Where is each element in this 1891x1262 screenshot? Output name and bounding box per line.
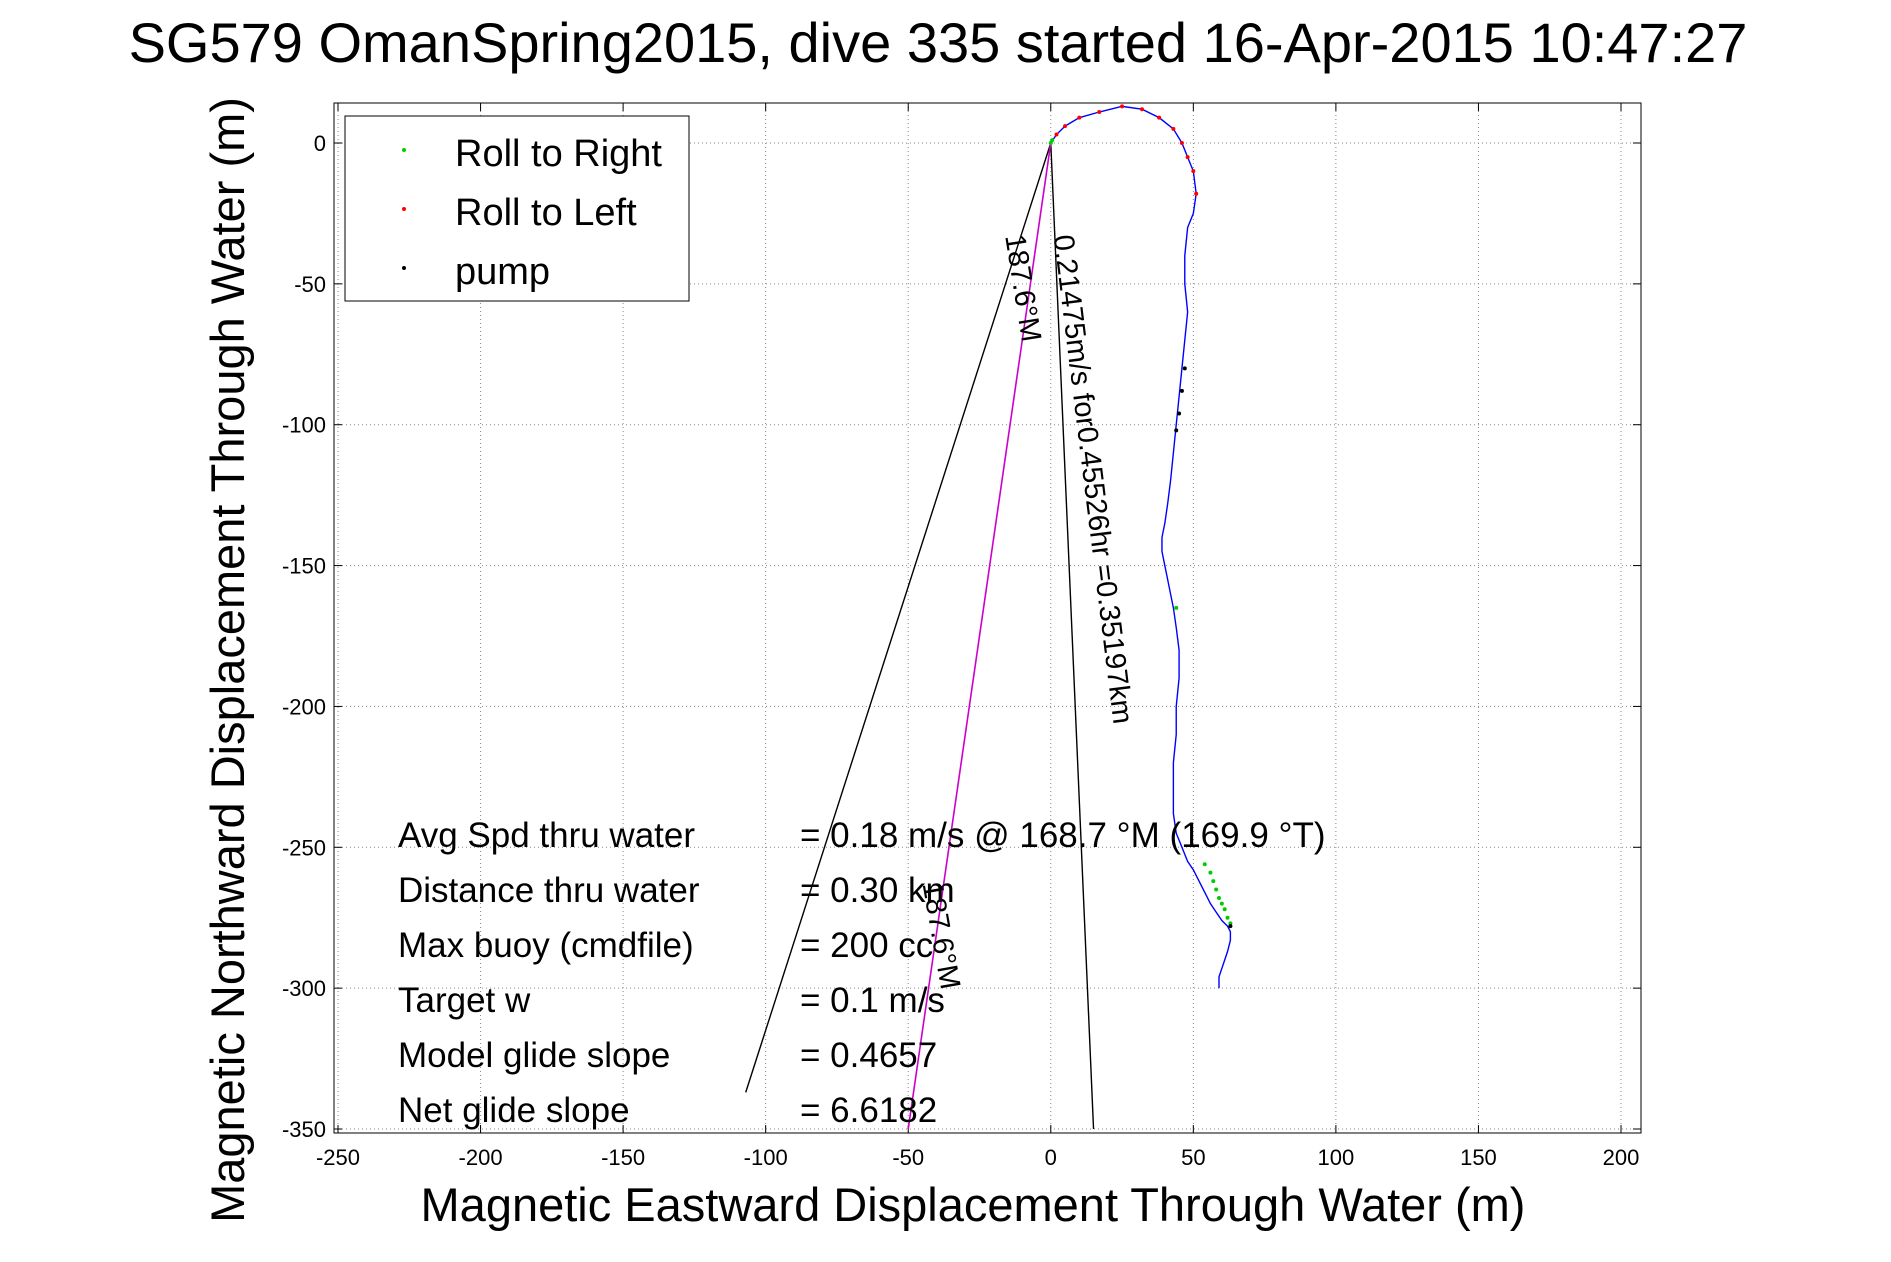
y-tick-label: -100 [282, 413, 326, 438]
y-tick-label: -50 [294, 272, 326, 297]
y-tick-label: -200 [282, 694, 326, 719]
legend-marker [402, 148, 406, 152]
x-tick-label: 100 [1318, 1145, 1355, 1170]
stat-label: Avg Spd thru water [398, 816, 695, 855]
x-tick-label: -250 [316, 1145, 360, 1170]
marker-roll-left [1063, 124, 1068, 129]
legend-marker [402, 266, 406, 270]
x-tick-label: 200 [1603, 1145, 1640, 1170]
dive-track-line [1050, 105, 1232, 989]
legend-label: pump [455, 251, 550, 293]
marker-pump [1177, 411, 1182, 416]
marker-roll-right [1208, 870, 1213, 875]
marker-roll-right [1214, 887, 1219, 892]
marker-roll-left [1054, 132, 1059, 137]
stat-label: Model glide slope [398, 1036, 670, 1075]
marker-roll-right [1225, 915, 1230, 920]
stat-label: Distance thru water [398, 871, 700, 910]
x-axis-label: Magnetic Eastward Displacement Through W… [421, 1178, 1526, 1231]
marker-roll-left [1185, 155, 1190, 160]
stat-value: = 0.30 km [800, 871, 955, 910]
chart-title: SG579 OmanSpring2015, dive 335 started 1… [129, 11, 1748, 74]
marker-roll-left [1179, 141, 1184, 145]
heading-line [907, 142, 1052, 1130]
legend-label: Roll to Left [455, 192, 637, 234]
legend: Roll to Right Roll to Left pump [344, 115, 690, 302]
y-tick-label: -300 [282, 976, 326, 1001]
marker-roll-right [1174, 605, 1179, 610]
marker-roll-right [1050, 138, 1055, 143]
marker-roll-right [1228, 921, 1233, 926]
marker-roll-left [1157, 115, 1162, 120]
x-tick-label: -200 [459, 1145, 503, 1170]
marker-roll-left [1194, 191, 1199, 196]
stat-label: Net glide slope [398, 1091, 630, 1130]
x-tick-label: 150 [1460, 1145, 1497, 1170]
y-tick-label: -350 [282, 1117, 326, 1142]
marker-roll-left [1097, 110, 1102, 115]
marker-roll-left [1077, 115, 1082, 120]
stat-value: = 0.1 m/s [800, 981, 945, 1020]
marker-pump [1228, 924, 1233, 929]
stat-value: = 0.4657 [800, 1036, 937, 1075]
marker-roll-left [1140, 107, 1145, 112]
x-tick-label: 50 [1181, 1145, 1205, 1170]
marker-roll-right [1202, 862, 1207, 867]
stat-label: Target w [398, 981, 531, 1020]
x-tick-label: -150 [601, 1145, 645, 1170]
marker-roll-left [1171, 126, 1176, 131]
marker-roll-right [1216, 895, 1221, 900]
x-tick-label: -100 [744, 1145, 788, 1170]
marker-pump [1182, 366, 1187, 371]
marker-roll-right [1211, 879, 1216, 884]
x-tick-label: -50 [892, 1145, 924, 1170]
y-tick-label: 0 [314, 131, 326, 156]
marker-roll-right [1219, 901, 1224, 906]
data-layer [745, 104, 1233, 1130]
stat-label: Max buoy (cmdfile) [398, 926, 694, 965]
marker-pump [1174, 428, 1179, 433]
stat-value: = 0.18 m/s @ 168.7 °M (169.9 °T) [800, 816, 1326, 855]
marker-pump [1179, 388, 1184, 393]
stat-value: = 6.6182 [800, 1091, 937, 1130]
stat-value: = 200 cc [800, 926, 933, 965]
marker-roll-right [1222, 907, 1227, 912]
y-axis-ticks: 0 -50 -100 -150 -200 -250 -300 -350 [282, 131, 1641, 1142]
marker-roll-left [1191, 169, 1196, 174]
y-tick-label: -150 [282, 554, 326, 579]
y-tick-label: -250 [282, 835, 326, 860]
marker-roll-left [1120, 104, 1125, 109]
x-tick-label: 0 [1045, 1145, 1057, 1170]
x-axis-ticks: -250 -200 -150 -100 -50 0 50 100 150 200 [316, 103, 1639, 1170]
legend-label: Roll to Right [455, 133, 662, 175]
dive-stats: Avg Spd thru water = 0.18 m/s @ 168.7 °M … [398, 816, 1326, 1130]
y-axis-label: Magnetic Northward Displacement Through … [201, 97, 254, 1223]
legend-marker [402, 207, 406, 211]
